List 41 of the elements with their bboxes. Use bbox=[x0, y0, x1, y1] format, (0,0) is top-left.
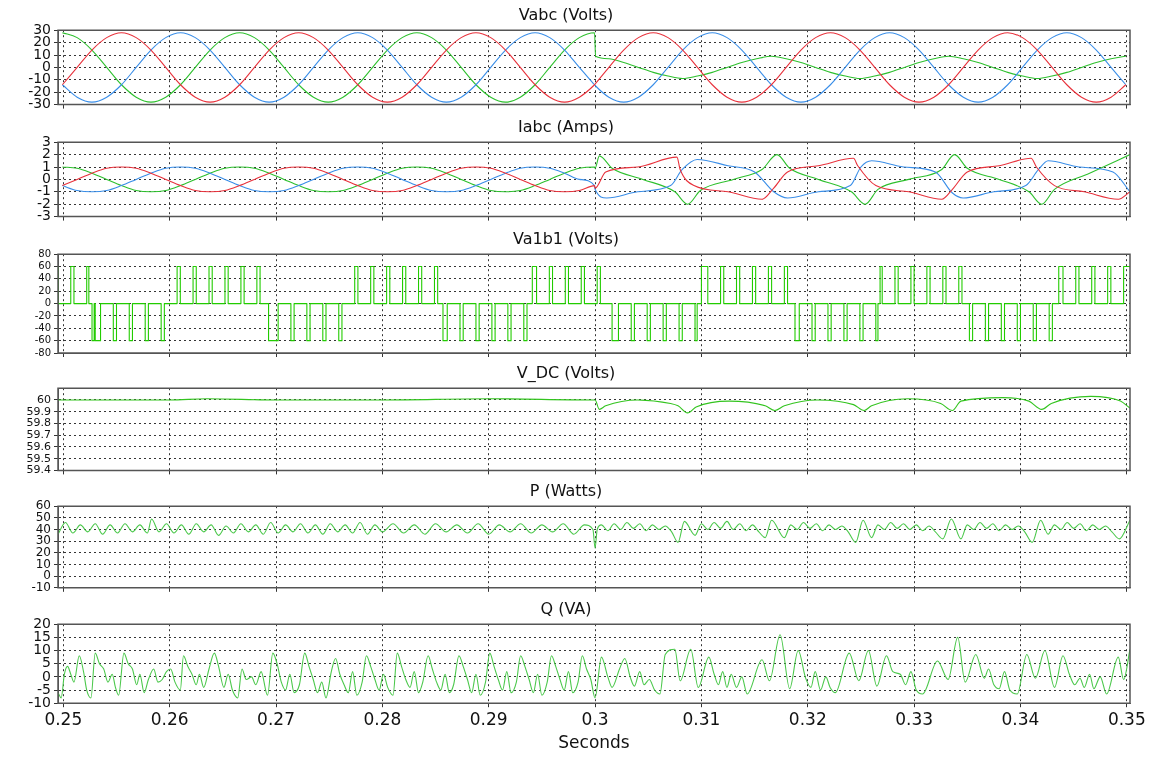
x-tick-label: 0.33 bbox=[895, 708, 934, 729]
y-tick-label: 59.8 bbox=[26, 416, 51, 430]
x-tick-label: 0.29 bbox=[469, 708, 508, 729]
y-tick-label: 59.5 bbox=[26, 451, 51, 465]
x-tick-label: 0.3 bbox=[581, 708, 609, 729]
x-tick-label: 0.31 bbox=[682, 708, 721, 729]
x-tick-label: 0.28 bbox=[363, 708, 402, 729]
x-tick-label: 0.35 bbox=[1107, 708, 1146, 729]
y-tick-label: 40 bbox=[38, 272, 51, 284]
y-tick-label: 80 bbox=[38, 247, 51, 259]
x-tick-label: 0.26 bbox=[150, 708, 189, 729]
x-tick-label: 0.34 bbox=[1001, 708, 1040, 729]
y-tick-label: 59.7 bbox=[26, 428, 51, 442]
y-tick-label: -40 bbox=[34, 321, 51, 333]
line-series bbox=[58, 634, 1130, 699]
y-tick-label: 59.6 bbox=[26, 439, 51, 453]
x-axis-title: Seconds bbox=[558, 732, 630, 753]
y-tick-label: 10 bbox=[35, 556, 51, 571]
y-tick-label: 60 bbox=[37, 392, 51, 406]
y-tick-label: 59.4 bbox=[26, 463, 51, 477]
chart-title: Iabc (Amps) bbox=[517, 116, 615, 136]
y-tick-label: -80 bbox=[34, 346, 51, 358]
line-series bbox=[58, 395, 1130, 414]
y-tick-label: 40 bbox=[35, 521, 51, 536]
chart-title: V_DC (Volts) bbox=[516, 362, 616, 383]
y-tick-label: 20 bbox=[33, 614, 51, 631]
x-tick-label: 0.25 bbox=[44, 708, 83, 729]
chart-title: P (Watts) bbox=[529, 480, 603, 500]
x-tick-label: 0.27 bbox=[257, 708, 295, 729]
y-tick-label: -20 bbox=[34, 309, 51, 321]
line-series bbox=[61, 32, 1127, 103]
y-tick-label: -60 bbox=[34, 334, 51, 346]
line-series bbox=[58, 518, 1130, 549]
y-tick-label: 60 bbox=[38, 260, 51, 272]
y-tick-label: 0 bbox=[44, 297, 51, 309]
y-tick-label: 59.9 bbox=[26, 404, 51, 418]
chart-title: Va1b1 (Volts) bbox=[512, 228, 620, 248]
chart-title: Vabc (Volts) bbox=[518, 4, 614, 24]
y-tick-label: 20 bbox=[38, 284, 51, 296]
x-tick-label: 0.32 bbox=[788, 708, 827, 729]
chart-title: Q (VA) bbox=[540, 598, 592, 618]
